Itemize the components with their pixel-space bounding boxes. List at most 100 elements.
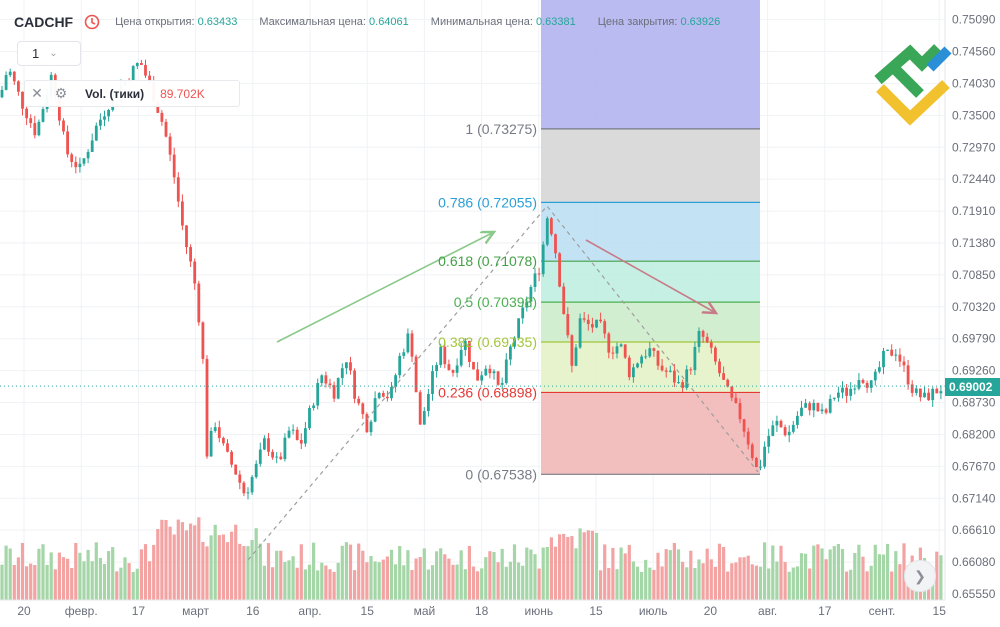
candle-body (299, 439, 303, 444)
volume-bar (496, 562, 500, 600)
volume-bar (82, 561, 86, 600)
volume-bar (287, 560, 291, 600)
volume-bar (508, 561, 512, 600)
candle-body (931, 388, 935, 401)
candle-body (472, 361, 475, 370)
volume-bar (213, 524, 217, 600)
volume-bar (845, 571, 849, 600)
volume-bar (53, 569, 57, 600)
volume-bar (898, 564, 902, 600)
candle-body (820, 409, 824, 412)
candle-body (570, 335, 574, 366)
time-tick-label: авг. (758, 604, 777, 618)
volume-bar (545, 547, 549, 600)
volume-bar (148, 561, 152, 600)
candle-body (595, 319, 598, 328)
volume-bar (775, 561, 779, 600)
volume-bar (529, 549, 533, 600)
candle-body (402, 352, 406, 356)
candle-body (894, 354, 898, 356)
fib-zone (541, 302, 760, 343)
candle-body (135, 62, 139, 67)
volume-bar (857, 544, 861, 600)
candle-body (738, 403, 742, 420)
volume-bar (709, 559, 713, 600)
candle-body (759, 466, 762, 468)
volume-bar (57, 552, 61, 600)
time-tick-label: 18 (475, 604, 489, 618)
candle-body (66, 131, 69, 155)
volume-bar (37, 548, 41, 600)
volume-bar (414, 558, 418, 600)
volume-bar (447, 558, 451, 600)
time-tick-label: февр. (65, 604, 98, 618)
volume-bar (299, 544, 303, 600)
candle-body (381, 393, 385, 397)
close-icon[interactable]: ✕ (31, 85, 43, 101)
volume-bar (816, 544, 820, 600)
candle-body (828, 398, 832, 413)
candle-body (668, 370, 672, 372)
candle-body (140, 62, 143, 65)
volume-bar (275, 550, 279, 600)
volume-bar (574, 548, 578, 600)
volume-bar (443, 554, 447, 600)
volume-bar (70, 568, 74, 600)
volume-bar (402, 565, 406, 600)
clock-icon[interactable] (83, 13, 101, 31)
symbol-label[interactable]: CADCHF (14, 14, 74, 30)
volume-bar (41, 544, 45, 600)
gear-icon[interactable]: ⚙ (54, 85, 68, 101)
candle-body (222, 437, 225, 444)
volume-bar (172, 534, 176, 600)
volume-bar (627, 544, 631, 600)
scroll-right-button[interactable]: ❯ (904, 560, 936, 592)
volume-bar (98, 557, 102, 600)
downtrend-arrow (585, 239, 716, 313)
volume-bar (258, 543, 262, 600)
volume-bar (549, 537, 553, 600)
volume-bar (152, 544, 156, 600)
candle-body (673, 370, 676, 383)
candle-body (857, 380, 861, 389)
time-tick-label: 15 (933, 604, 947, 618)
fib-level-label: 0.618 (0.71078) (438, 253, 537, 269)
fib-zone (541, 392, 760, 475)
volume-bar (127, 563, 131, 600)
candle-body (308, 407, 311, 429)
candle-body (636, 363, 639, 368)
time-tick-label: 15 (589, 604, 603, 618)
interval-select[interactable]: 1 ⌄ (17, 41, 81, 66)
chevron-right-icon: ❯ (914, 567, 926, 584)
volume-bar (668, 550, 672, 600)
candle-body (254, 463, 258, 478)
candle-body (443, 346, 447, 365)
candle-body (689, 369, 693, 371)
price-tick-label: 0.70850 (952, 268, 996, 282)
candle-body (718, 361, 721, 374)
volume-bar (324, 565, 328, 600)
volume-bar (291, 556, 295, 600)
time-tick-label: июнь (525, 604, 554, 618)
volume-bar (0, 564, 4, 600)
candle-body (554, 234, 557, 254)
volume-bar (685, 567, 689, 600)
volume-bar (471, 566, 476, 600)
volume-bar (238, 543, 242, 600)
candle-body (714, 347, 717, 362)
volume-bar (451, 564, 455, 600)
volume-bar (763, 542, 767, 600)
volume-bar (726, 571, 730, 600)
volume-bar (828, 549, 832, 600)
price-tick-label: 0.71910 (952, 204, 996, 218)
volume-bar (131, 571, 135, 600)
volume-bar (377, 562, 381, 600)
volume-bar (738, 557, 742, 600)
candle-body (558, 253, 561, 287)
volume-bar (476, 571, 480, 600)
candle-body (816, 403, 820, 412)
candle-body (258, 449, 262, 464)
trend-drawings (0, 205, 945, 561)
candle-body (8, 71, 12, 76)
candle-body (693, 346, 697, 371)
